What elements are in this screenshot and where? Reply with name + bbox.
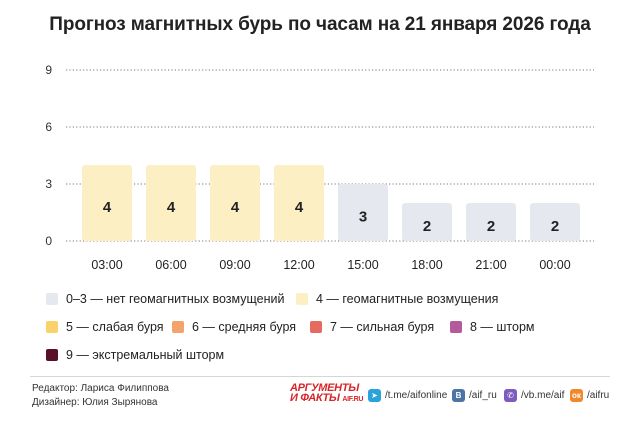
bar-value-label: 2 [423,218,431,235]
logo-line1: АРГУМЕНТЫ [290,382,359,394]
editor-credit: Редактор: Лариса Филиппова [32,383,169,394]
legend-item-9: 9 — экстремальный шторм [46,348,224,362]
logo-domain: AIF.RU [342,396,364,403]
legend-swatch [310,321,322,333]
bar [210,165,260,241]
legend-label: 8 — шторм [470,320,535,334]
bar [338,184,388,241]
legend-label: 5 — слабая буря [66,320,164,334]
legend-swatch [172,321,184,333]
x-tick-label: 00:00 [539,258,570,272]
aif-logo[interactable]: АРГУМЕНТЫ И ФАКТЫ AIF.RU [290,383,363,405]
chart-title: Прогноз магнитных бурь по часам на 21 ян… [49,14,591,35]
bar-value-label: 2 [487,218,495,235]
x-tick-label: 06:00 [155,258,186,272]
legend-label: 9 — экстремальный шторм [66,348,225,362]
social-telegram[interactable]: ➤ /t.me/aifonline [368,389,447,402]
x-tick-label: 09:00 [219,258,250,272]
social-vk[interactable]: В /aif_ru [452,389,497,402]
bar [402,203,452,241]
social-viber[interactable]: ✆ /vb.me/aif [504,389,564,402]
bar-chart: 0 3 6 9 4 03:00 4 06:00 4 09:00 4 12:00 3 15:00 2 18:00… [45,63,594,272]
logo-line2: И ФАКТЫ AIF.RU [290,392,364,404]
ok-icon: ок [570,389,583,402]
legend-swatch [46,293,58,305]
x-tick-label: 12:00 [283,258,314,272]
bar [82,165,132,241]
credits: Редактор: Лариса Филиппова Дизайнер: Юли… [32,382,169,410]
social-label: /t.me/aifonline [385,390,448,401]
vk-icon: В [452,389,465,402]
bar-value-label: 4 [103,199,112,216]
telegram-icon: ➤ [368,389,381,402]
legend-item-0-3: 0–3 — нет геомагнитных возмущений [46,292,284,306]
x-tick-label: 21:00 [475,258,506,272]
legend-label: 4 — геомагнитные возмущения [316,292,499,306]
legend-item-8: 8 — шторм [450,320,535,334]
legend-item-4: 4 — геомагнитные возмущения [296,292,498,306]
legend-swatch [450,321,462,333]
x-tick-label: 03:00 [91,258,122,272]
legend-swatch [46,321,58,333]
legend-item-7: 7 — сильная буря [310,320,434,334]
y-tick-label: 6 [45,120,52,134]
x-tick-label: 18:00 [411,258,442,272]
legend-item-5: 5 — слабая буря [46,320,164,334]
y-tick-label: 9 [45,63,52,77]
legend-swatch [46,349,58,361]
bar [530,203,580,241]
x-tick-label: 15:00 [347,258,378,272]
bar [146,165,196,241]
viber-icon: ✆ [504,389,517,402]
y-tick-label: 0 [45,234,52,248]
bar-value-label: 4 [295,199,304,216]
bar-value-label: 2 [551,218,559,235]
social-label: /aifru [587,390,610,401]
social-ok[interactable]: ок /aifru [570,389,609,402]
bar [274,165,324,241]
legend-label: 0–3 — нет геомагнитных возмущений [66,292,285,306]
social-label: /aif_ru [469,390,497,401]
bar-value-label: 4 [167,199,176,216]
bar [466,203,516,241]
designer-credit: Дизайнер: Юлия Зырянова [32,397,158,408]
legend-item-6: 6 — средняя буря [172,320,296,334]
legend-swatch [296,293,308,305]
legend-label: 6 — средняя буря [192,320,297,334]
footer-divider [30,376,610,377]
bar-value-label: 3 [359,209,367,226]
bar-value-label: 4 [231,199,240,216]
social-label: /vb.me/aif [521,390,565,401]
y-tick-label: 3 [45,177,52,191]
legend-label: 7 — сильная буря [330,320,435,334]
